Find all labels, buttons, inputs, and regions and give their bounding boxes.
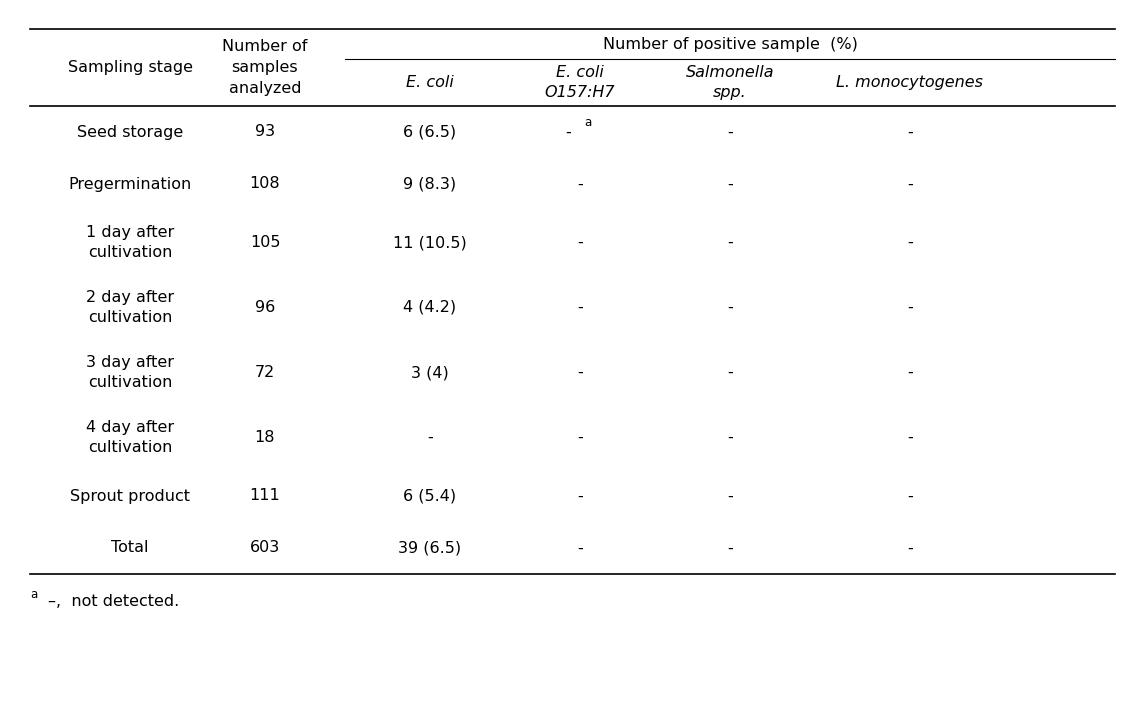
Text: -: - [907, 300, 913, 315]
Text: L. monocytogenes: L. monocytogenes [837, 75, 984, 90]
Text: Sampling stage: Sampling stage [67, 60, 193, 75]
Text: 3 (4): 3 (4) [412, 365, 449, 380]
Text: -: - [907, 430, 913, 445]
Text: 603: 603 [250, 540, 280, 555]
Text: -: - [907, 124, 913, 139]
Text: 39 (6.5): 39 (6.5) [399, 540, 462, 555]
Text: 105: 105 [250, 235, 280, 250]
Text: -: - [577, 300, 583, 315]
Text: 18: 18 [254, 430, 275, 445]
Text: 6 (6.5): 6 (6.5) [404, 124, 456, 139]
Text: -: - [577, 540, 583, 555]
Text: Pregermination: Pregermination [68, 176, 192, 191]
Text: -: - [727, 365, 733, 380]
Text: 9 (8.3): 9 (8.3) [404, 176, 456, 191]
Text: a: a [30, 588, 38, 600]
Text: Sprout product: Sprout product [70, 488, 190, 503]
Text: -: - [727, 488, 733, 503]
Text: 108: 108 [250, 176, 280, 191]
Text: 111: 111 [250, 488, 280, 503]
Text: -: - [907, 235, 913, 250]
Text: -: - [727, 300, 733, 315]
Text: 3 day after
cultivation: 3 day after cultivation [86, 355, 174, 390]
Text: Salmonella
spp.: Salmonella spp. [686, 65, 774, 100]
Text: 1 day after
cultivation: 1 day after cultivation [86, 225, 174, 260]
Text: Total: Total [112, 540, 148, 555]
Text: -: - [727, 124, 733, 139]
Text: -: - [907, 365, 913, 380]
Text: -: - [577, 430, 583, 445]
Text: 72: 72 [255, 365, 275, 380]
Text: Number of positive sample  (%): Number of positive sample (%) [603, 36, 857, 51]
Text: -: - [727, 430, 733, 445]
Text: E. coli: E. coli [406, 75, 454, 90]
Text: -: - [577, 176, 583, 191]
Text: -: - [428, 430, 433, 445]
Text: 4 (4.2): 4 (4.2) [404, 300, 456, 315]
Text: –,  not detected.: –, not detected. [48, 595, 179, 610]
Text: Number of
samples
analyzed: Number of samples analyzed [222, 39, 308, 96]
Text: -: - [907, 540, 913, 555]
Text: -: - [727, 235, 733, 250]
Text: 2 day after
cultivation: 2 day after cultivation [86, 290, 174, 325]
Text: -: - [577, 365, 583, 380]
Text: E. coli
O157:H7: E. coli O157:H7 [545, 65, 616, 100]
Text: -: - [577, 488, 583, 503]
Text: 96: 96 [255, 300, 275, 315]
Text: -: - [727, 176, 733, 191]
Text: -: - [907, 176, 913, 191]
Text: 93: 93 [255, 124, 275, 139]
Text: Seed storage: Seed storage [76, 124, 184, 139]
Text: 11 (10.5): 11 (10.5) [393, 235, 467, 250]
Text: 6 (5.4): 6 (5.4) [404, 488, 456, 503]
Text: -: - [907, 488, 913, 503]
Text: -: - [565, 124, 571, 139]
Text: a: a [585, 116, 592, 129]
Text: -: - [577, 235, 583, 250]
Text: 4 day after
cultivation: 4 day after cultivation [86, 420, 174, 456]
Text: -: - [727, 540, 733, 555]
